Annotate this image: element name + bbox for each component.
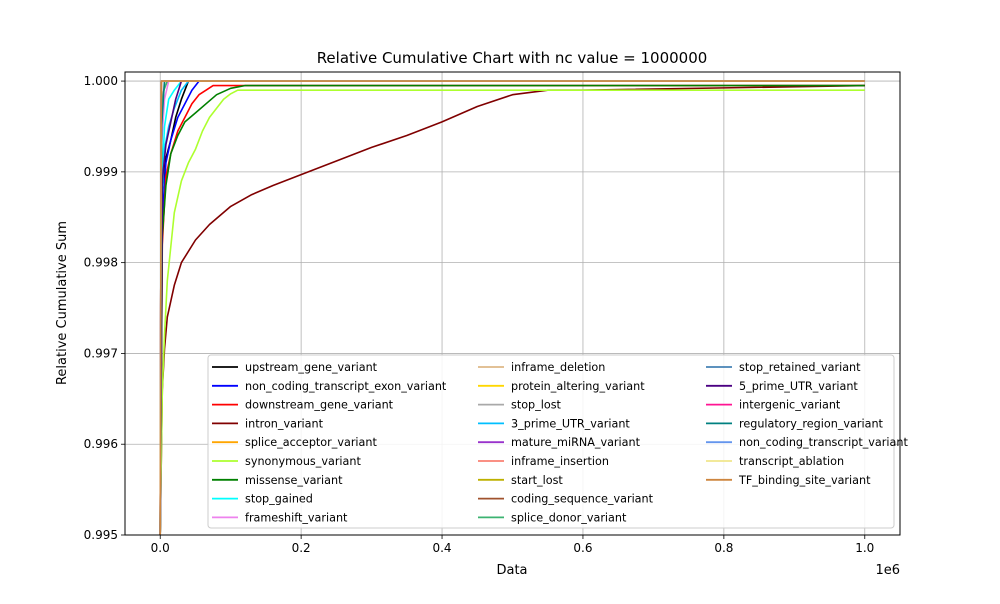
y-tick-label: 0.998 (84, 256, 118, 270)
plot-frame (124, 71, 901, 536)
legend-label: intron_variant (245, 417, 324, 430)
legend-label: stop_retained_variant (739, 361, 861, 374)
x-axis-offset-label: 1e6 (875, 563, 900, 578)
legend-label: 3_prime_UTR_variant (511, 417, 630, 430)
x-tick-label: 0.6 (573, 541, 592, 555)
legend-label: synonymous_variant (245, 455, 361, 468)
legend-label: start_lost (511, 474, 563, 487)
legend-label: splice_acceptor_variant (245, 436, 377, 449)
legend-label: inframe_deletion (511, 361, 605, 374)
legend-label: missense_variant (245, 474, 343, 487)
x-tick-label: 0.4 (432, 541, 451, 555)
legend-label: upstream_gene_variant (245, 361, 378, 374)
legend: upstream_gene_variant non_coding_transcri… (207, 354, 908, 529)
chart-title: Relative Cumulative Chart with nc value … (317, 49, 708, 67)
legend-label: non_coding_transcript_variant (739, 436, 908, 449)
legend-label: inframe_insertion (511, 455, 609, 468)
legend-label: intergenic_variant (739, 399, 841, 412)
legend-label: coding_sequence_variant (511, 493, 654, 506)
legend-label: 5_prime_UTR_variant (739, 380, 858, 393)
y-tick-label: 0.995 (84, 528, 118, 542)
series-line-synonymous_variant (159, 89, 865, 536)
legend-label: transcript_ablation (739, 455, 844, 468)
x-axis-label: Data (496, 563, 527, 578)
y-tick-label: 0.999 (84, 165, 118, 179)
axis-ticks: 0.0 0.2 0.4 0.6 0.8 1.0 0.995 0.996 0.997 0.998 0.… (84, 74, 875, 555)
legend-label: stop_lost (511, 399, 562, 412)
legend-label: non_coding_transcript_exon_variant (245, 380, 447, 393)
series-line-TF_binding_site_variant (159, 80, 865, 536)
x-tick-label: 0.0 (151, 541, 170, 555)
y-tick-label: 0.997 (84, 346, 118, 360)
legend-label: frameshift_variant (245, 511, 348, 524)
legend-label: splice_donor_variant (511, 511, 627, 524)
series-line-intron_variant (159, 84, 865, 536)
series-line-non_coding_transcript_exon_variant (159, 80, 865, 536)
legend-label: regulatory_region_variant (739, 417, 884, 430)
series-lines (159, 80, 865, 536)
x-tick-label: 1.0 (855, 541, 874, 555)
series-line-missense_variant (159, 84, 865, 536)
legend-label: protein_altering_variant (511, 380, 645, 393)
legend-label: TF_binding_site_variant (738, 474, 871, 487)
legend-label: downstream_gene_variant (245, 399, 394, 412)
x-tick-label: 0.2 (292, 541, 311, 555)
y-tick-label: 0.996 (84, 437, 118, 451)
y-axis-label: Relative Cumulative Sum (55, 221, 70, 385)
legend-label: stop_gained (245, 493, 313, 506)
legend-label: mature_miRNA_variant (511, 436, 641, 449)
y-tick-label: 1.000 (84, 74, 118, 88)
x-tick-label: 0.8 (714, 541, 733, 555)
legend-box (207, 354, 895, 529)
